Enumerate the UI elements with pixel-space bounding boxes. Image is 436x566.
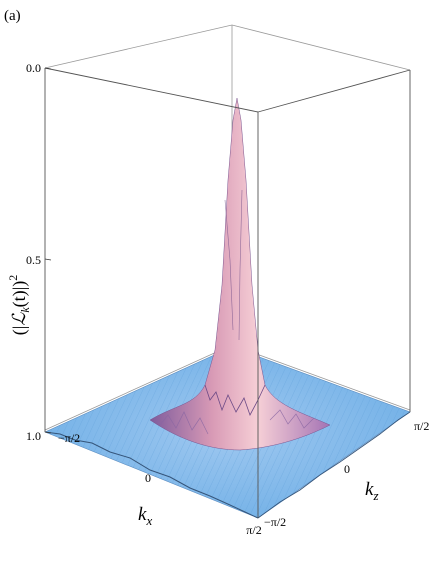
panel-label: (a)	[4, 8, 21, 24]
z-axis-label: (|ℒk(t)|)2	[6, 275, 32, 336]
surface-peak	[149, 97, 331, 451]
x-tick-label: −π/2	[58, 431, 80, 445]
x-tick-label: 0	[145, 471, 151, 485]
z-tick-label: 0.0	[26, 61, 41, 75]
x-axis-label: kx	[138, 504, 152, 528]
z-axis: 0.0 0.5 1.0	[26, 61, 52, 443]
x-tick-label: π/2	[246, 523, 261, 537]
kz-axis: −π/2 0 π/2 kz	[264, 419, 429, 529]
x-axis: −π/2 0 π/2 kx	[58, 431, 262, 537]
kz-tick-label: −π/2	[264, 515, 286, 529]
kz-tick-label: 0	[344, 462, 350, 476]
kz-tick-label: π/2	[414, 419, 429, 433]
bounding-box-front	[44, 67, 411, 518]
z-tick-label: 0.5	[26, 253, 41, 267]
kz-axis-label: kz	[365, 479, 379, 503]
z-tick-label: 1.0	[26, 429, 41, 443]
